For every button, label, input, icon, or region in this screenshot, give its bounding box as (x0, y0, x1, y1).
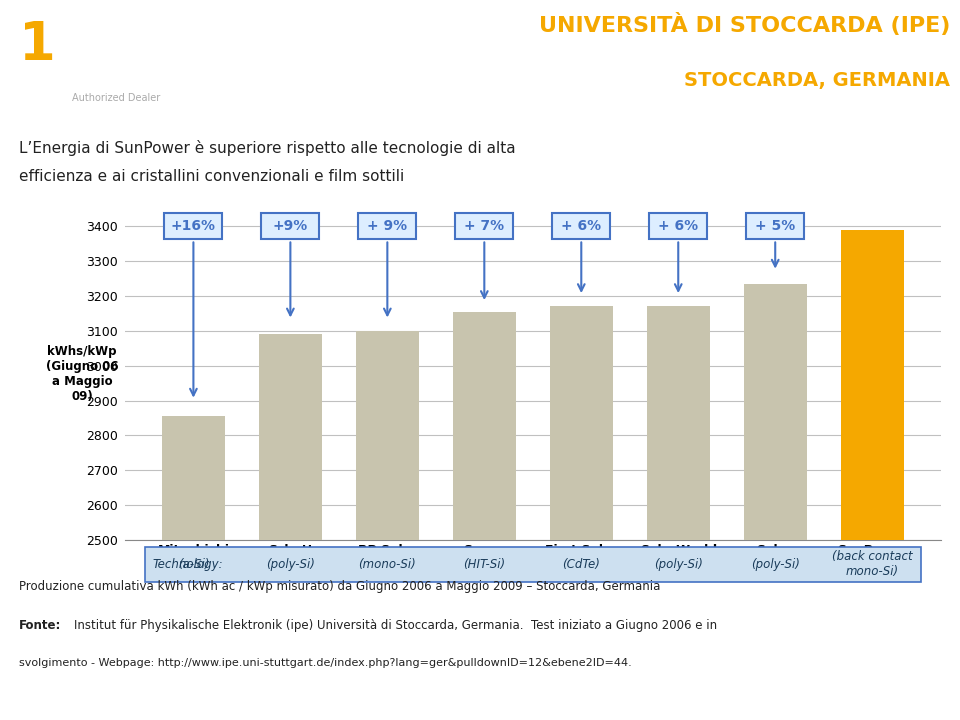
Text: Technology:: Technology: (153, 558, 224, 571)
Text: Institut für Physikalische Elektronik (ipe) Università di Stoccarda, Germania.  : Institut für Physikalische Elektronik (i… (74, 619, 717, 632)
Text: (back contact
mono-Si): (back contact mono-Si) (832, 550, 913, 578)
Text: UNIVERSITÀ DI STOCCARDA (IPE): UNIVERSITÀ DI STOCCARDA (IPE) (539, 13, 950, 36)
Text: STOCCARDA, GERMANIA: STOCCARDA, GERMANIA (684, 71, 950, 90)
Text: 2: 2 (920, 694, 933, 714)
FancyBboxPatch shape (649, 213, 708, 240)
Text: + 9%: + 9% (368, 220, 407, 233)
Text: SUNPOWER: SUNPOWER (72, 55, 199, 73)
FancyBboxPatch shape (455, 213, 514, 240)
Text: svolgimento - Webpage: http://www.ipe.uni-stuttgart.de/index.php?lang=ger&pulldo: svolgimento - Webpage: http://www.ipe.un… (19, 658, 632, 668)
Bar (356, 330, 419, 540)
Bar (259, 334, 322, 540)
Text: (poly-Si): (poly-Si) (266, 558, 315, 571)
Bar (162, 416, 225, 540)
Bar (550, 307, 612, 540)
Text: (mono-Si): (mono-Si) (358, 558, 417, 571)
Bar (453, 312, 516, 540)
Text: 1: 1 (19, 19, 56, 71)
Text: kWhs/kWp
(Giugno 06
a Maggio
09): kWhs/kWp (Giugno 06 a Maggio 09) (45, 346, 118, 403)
Bar (145, 547, 921, 582)
Text: +9%: +9% (273, 220, 308, 233)
Text: (poly-Si): (poly-Si) (751, 558, 800, 571)
Text: O  M E E T I N G: O M E E T I N G (72, 19, 193, 33)
FancyBboxPatch shape (552, 213, 611, 240)
Text: efficienza e ai cristallini convenzionali e film sottili: efficienza e ai cristallini convenzional… (19, 169, 404, 184)
Text: +16%: +16% (171, 220, 216, 233)
Bar (647, 307, 709, 540)
Text: L’Energia di SunPower è superiore rispetto alle tecnologie di alta: L’Energia di SunPower è superiore rispet… (19, 140, 516, 156)
Bar (841, 230, 903, 540)
Text: (a-Si): (a-Si) (178, 558, 209, 571)
Text: Authorized Dealer: Authorized Dealer (72, 94, 160, 103)
Bar (744, 284, 806, 540)
FancyBboxPatch shape (261, 213, 320, 240)
Text: Fonte:: Fonte: (19, 619, 61, 632)
Text: (poly-Si): (poly-Si) (654, 558, 703, 571)
Text: + 6%: + 6% (659, 220, 698, 233)
Text: (CdTe): (CdTe) (563, 558, 600, 571)
FancyBboxPatch shape (164, 213, 223, 240)
Text: + 6%: + 6% (562, 220, 601, 233)
Text: Produzione cumulativa kWh (kWh ac / kWp misurato) da Giugno 2006 a Maggio 2009 –: Produzione cumulativa kWh (kWh ac / kWp … (19, 580, 660, 593)
Text: (HIT-Si): (HIT-Si) (464, 558, 505, 571)
Text: + 7%: + 7% (465, 220, 504, 233)
Text: + 5%: + 5% (756, 220, 795, 233)
FancyBboxPatch shape (358, 213, 417, 240)
FancyBboxPatch shape (746, 213, 804, 240)
